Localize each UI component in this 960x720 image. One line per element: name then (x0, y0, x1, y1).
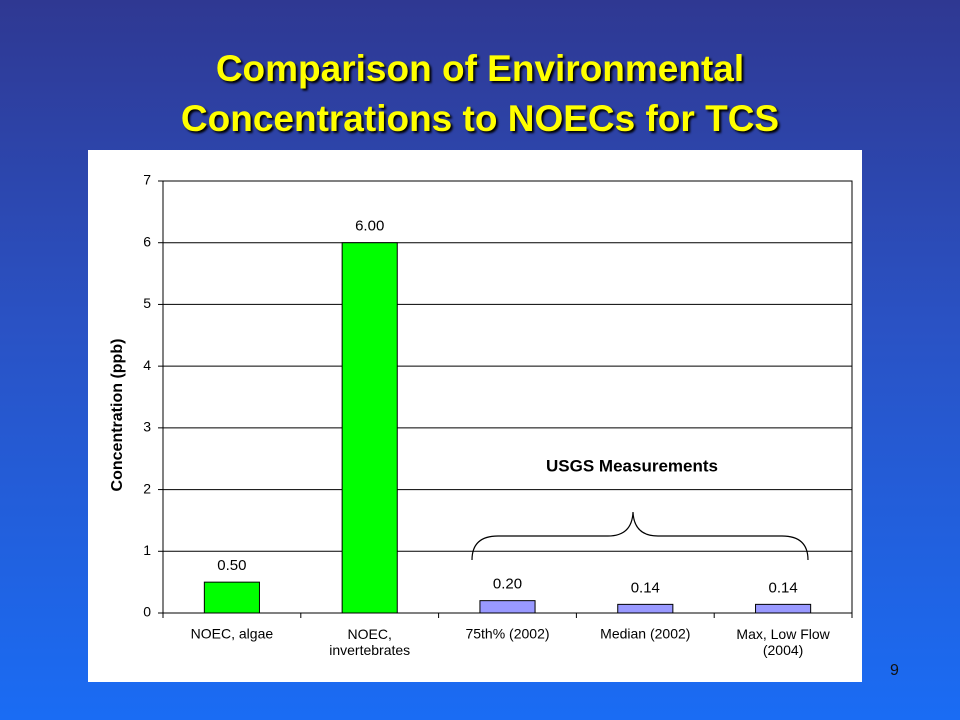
y-tick-label: 0 (143, 604, 151, 620)
bar (203, 581, 260, 614)
x-tick-label: Max, Low Flow (2004) (736, 626, 830, 658)
y-tick-label: 3 (143, 419, 151, 435)
y-tick-label: 7 (143, 172, 151, 188)
y-tick-label: 1 (143, 542, 151, 558)
x-tick-label: NOEC, algae (191, 626, 274, 642)
bar (341, 242, 398, 614)
x-tick-label: NOEC, invertebrates (329, 626, 410, 658)
y-tick-label: 5 (143, 295, 151, 311)
x-tick-label: 75th% (2002) (465, 626, 549, 642)
value-label: 0.14 (768, 579, 797, 596)
x-tick-label: Median (2002) (600, 626, 690, 642)
chart: Concentration (ppb) USGS Measurements 0 1… (88, 150, 862, 682)
y-tick-label: 6 (143, 233, 151, 249)
bar (617, 603, 674, 614)
bar (755, 603, 812, 614)
value-label: 0.50 (217, 557, 246, 574)
value-label: 0.14 (631, 579, 660, 596)
page-number: 9 (890, 662, 899, 679)
value-label: 6.00 (355, 218, 384, 235)
value-label: 0.20 (493, 576, 522, 593)
annotation: USGS Measurements (546, 456, 718, 475)
y-tick-label: 2 (143, 480, 151, 496)
bar (479, 600, 536, 614)
y-tick-label: 4 (143, 357, 151, 373)
y-axis-label: Concentration (ppb) (109, 339, 126, 492)
slide-title: Comparison of Environmental Concentratio… (180, 48, 780, 139)
brace (471, 511, 809, 561)
